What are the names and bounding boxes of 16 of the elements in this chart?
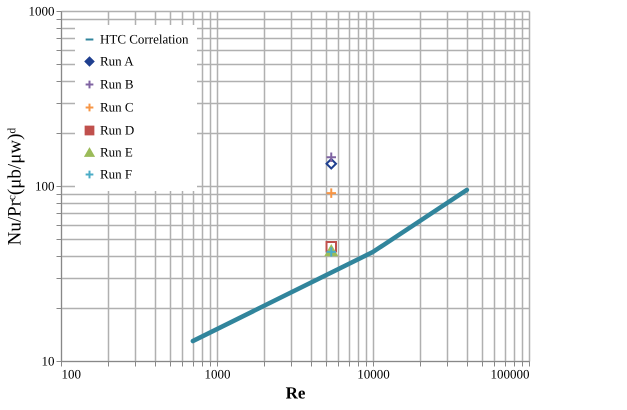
legend-label: Run B [100, 76, 134, 92]
legend-label: Run F [100, 166, 132, 182]
legend-label: HTC Correlation [100, 32, 189, 46]
x-tick-label: 100 [62, 366, 81, 382]
legend-label: Run D [100, 122, 134, 138]
legend-label: Run E [100, 144, 133, 160]
legend-label: Run A [100, 54, 134, 68]
y-tick-label: 10 [42, 354, 54, 368]
y-tick-label: 1000 [28, 4, 54, 18]
legend-label: Run C [100, 100, 134, 114]
y-tick-label: 100 [35, 178, 54, 194]
x-tick-label: 10000 [357, 366, 390, 382]
y-axis-title: Nu/Prᶜ(μb/μw)ᵈ [4, 128, 26, 246]
x-tick-label: 100000 [490, 366, 530, 382]
x-axis-title: Re [286, 384, 306, 402]
x-tick-label: 1000 [204, 366, 230, 382]
